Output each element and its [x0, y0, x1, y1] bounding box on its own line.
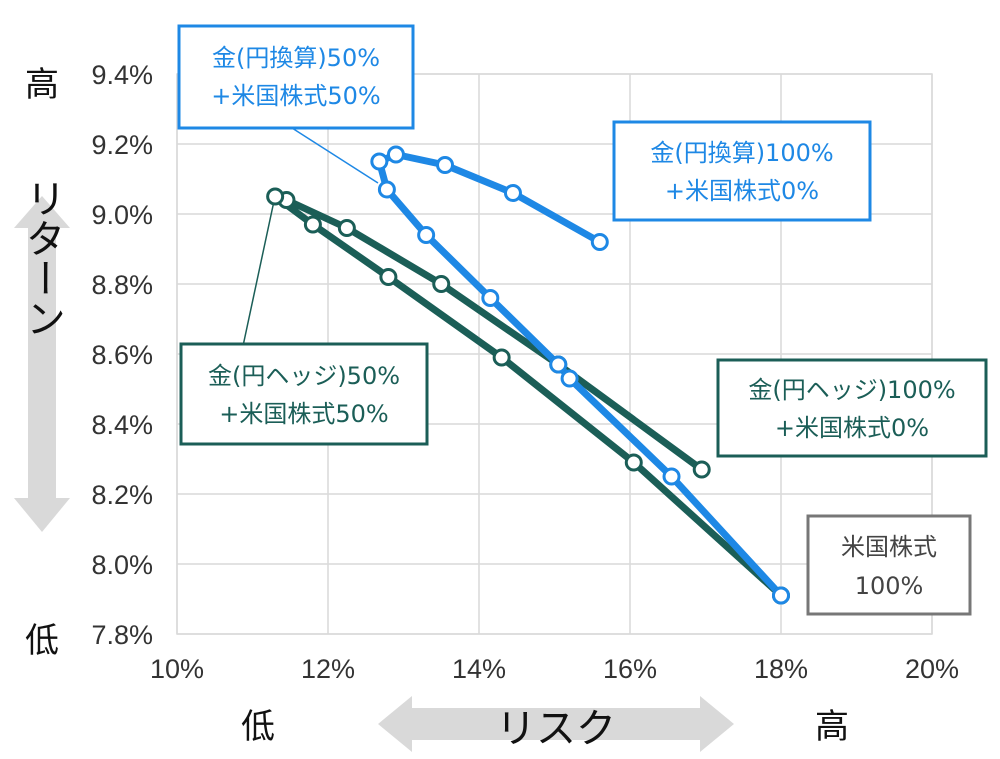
data-point-teal — [432, 275, 451, 293]
data-point-blue — [503, 184, 522, 202]
y-tick-label: 8.2% — [91, 480, 153, 510]
leader-line-blue-50 — [291, 127, 379, 184]
x-tick-label: 14% — [452, 654, 506, 684]
series-layer — [266, 145, 790, 605]
data-point-blue — [386, 145, 405, 164]
x-tick-label: 10% — [150, 654, 204, 684]
data-point-teal — [266, 187, 285, 206]
y-axis-low-label: 低 — [25, 621, 59, 661]
y-axis-title: リターン — [19, 178, 65, 338]
data-point-blue — [549, 355, 568, 374]
annotation-gold-hedge-50-line1: 金(円ヘッジ)50% — [208, 362, 400, 390]
annotation-us-stock-100-line2: 100% — [855, 572, 924, 600]
annotation-gold-yen-50-line2: +米国株式50% — [211, 82, 380, 110]
annotation-gold-hedge-50: 金(円ヘッジ)50% +米国株式50% — [179, 342, 429, 446]
data-point-teal — [337, 219, 356, 237]
data-point-blue — [377, 180, 396, 199]
y-tick-labels: 7.8% 8.0% 8.2% 8.4% 8.6% 8.8% 9.0% 9.2% 9.4% — [91, 60, 153, 650]
x-tick-label: 20% — [905, 654, 959, 684]
x-axis-arrow — [378, 696, 734, 752]
data-point-blue — [436, 156, 455, 174]
annotation-gold-hedge-100-line2: +米国株式0% — [775, 414, 929, 442]
leader-line-teal-50 — [242, 200, 275, 347]
y-axis-high-label: 高 — [25, 65, 59, 105]
y-tick-label: 7.8% — [91, 620, 153, 650]
annotation-gold-yen-100: 金(円換算)100% +米国株式0% — [612, 120, 872, 222]
y-tick-label: 8.6% — [91, 340, 153, 370]
y-tick-label: 8.8% — [91, 270, 153, 300]
data-point-blue — [481, 289, 500, 307]
data-point-blue — [370, 152, 389, 171]
annotation-gold-hedge-100: 金(円ヘッジ)100% +米国株式0% — [716, 358, 988, 458]
data-point-teal — [624, 453, 643, 472]
y-tick-label: 9.4% — [91, 60, 153, 90]
x-axis-low-label: 低 — [241, 707, 275, 747]
x-tick-label: 12% — [301, 654, 355, 684]
y-tick-label: 9.0% — [91, 200, 153, 230]
y-tick-label: 9.2% — [91, 130, 153, 160]
series-line-blue — [375, 151, 785, 599]
annotation-us-stock-100: 米国株式 100% — [806, 514, 972, 616]
y-tick-label: 8.4% — [91, 410, 153, 440]
y-tick-label: 8.0% — [91, 550, 153, 580]
data-point-blue — [662, 467, 681, 486]
y-axis-arrow — [14, 196, 70, 532]
x-tick-label: 18% — [754, 654, 808, 684]
data-point-teal — [379, 268, 398, 286]
data-point-blue — [417, 226, 436, 244]
x-axis-high-label: 高 — [815, 707, 849, 747]
data-point-blue — [560, 369, 579, 388]
annotation-gold-yen-50: 金(円換算)50% +米国株式50% — [177, 24, 415, 130]
data-point-teal — [492, 348, 511, 367]
annotation-gold-hedge-50-line2: +米国株式50% — [219, 400, 388, 428]
data-point-blue — [772, 586, 790, 605]
annotation-gold-yen-50-line1: 金(円換算)50% — [212, 44, 380, 72]
x-tick-label: 16% — [603, 654, 657, 684]
annotation-us-stock-100-line1: 米国株式 — [841, 533, 937, 561]
data-point-teal — [303, 215, 322, 234]
data-point-blue — [590, 233, 609, 251]
annotation-gold-yen-100-line1: 金(円換算)100% — [650, 139, 833, 167]
x-axis-title: リスク — [496, 706, 616, 752]
x-tick-labels: 10% 12% 14% 16% 18% 20% — [150, 654, 959, 684]
data-point-teal — [692, 460, 711, 479]
annotation-gold-hedge-100-line1: 金(円ヘッジ)100% — [748, 376, 955, 404]
annotation-gold-yen-100-line2: +米国株式0% — [665, 177, 819, 205]
